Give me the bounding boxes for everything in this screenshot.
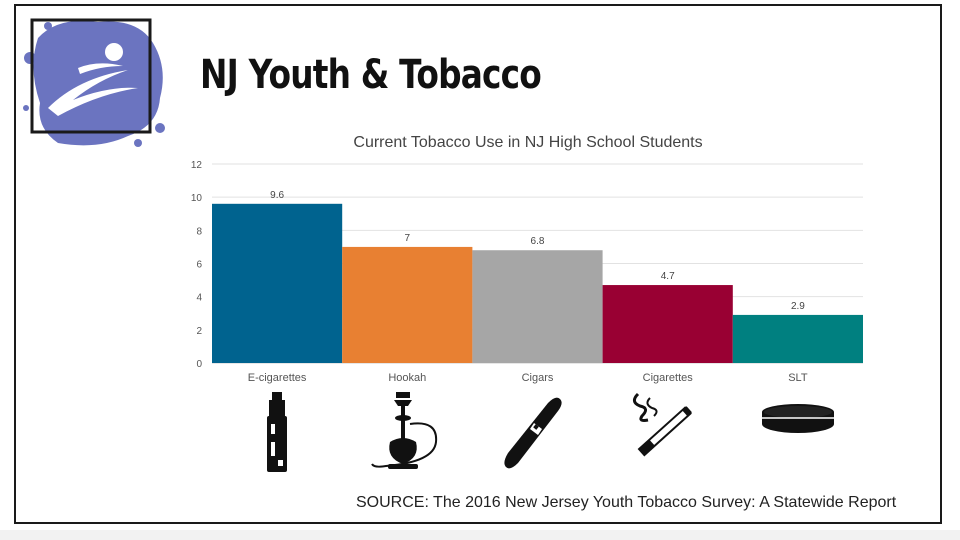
slide-title: NJ Youth & Tobacco (200, 52, 542, 98)
x-category-label: Cigarettes (643, 372, 694, 384)
cigarette-icon (633, 392, 692, 457)
x-category-label: Hookah (388, 372, 426, 384)
y-tick-label: 8 (196, 226, 202, 237)
bar-value-label: 7 (405, 233, 411, 244)
bottom-strip (0, 530, 960, 540)
smokeless-tobacco-tin-icon (762, 404, 834, 433)
x-category-label: Cigars (522, 372, 554, 384)
y-tick-label: 10 (191, 193, 203, 204)
bar-cigarettes (602, 285, 733, 363)
e-cigarette-icon (267, 392, 287, 472)
y-tick-label: 0 (196, 359, 202, 370)
bar-value-label: 2.9 (791, 301, 805, 312)
bar-value-label: 9.6 (270, 190, 284, 201)
x-category-label: SLT (788, 372, 808, 384)
y-tick-label: 6 (196, 260, 202, 271)
y-tick-label: 2 (196, 326, 202, 337)
bar-hookah (342, 246, 473, 363)
cigar-icon (504, 397, 562, 469)
bar-e-cigarettes (212, 203, 343, 363)
chart-title: Current Tobacco Use in NJ High School St… (353, 134, 702, 151)
bar-value-label: 4.7 (661, 271, 675, 282)
bar-slt (732, 314, 863, 363)
source-citation: SOURCE: The 2016 New Jersey Youth Tobacc… (356, 494, 897, 511)
y-tick-label: 4 (196, 293, 202, 304)
bar-chart: Current Tobacco Use in NJ High School St… (191, 134, 863, 384)
y-tick-label: 12 (191, 160, 203, 171)
bar-cigars (472, 250, 603, 363)
x-category-label: E-cigarettes (248, 372, 307, 384)
bar-value-label: 6.8 (531, 236, 545, 247)
hookah-icon (371, 392, 438, 469)
runner-logo-icon (23, 18, 165, 147)
